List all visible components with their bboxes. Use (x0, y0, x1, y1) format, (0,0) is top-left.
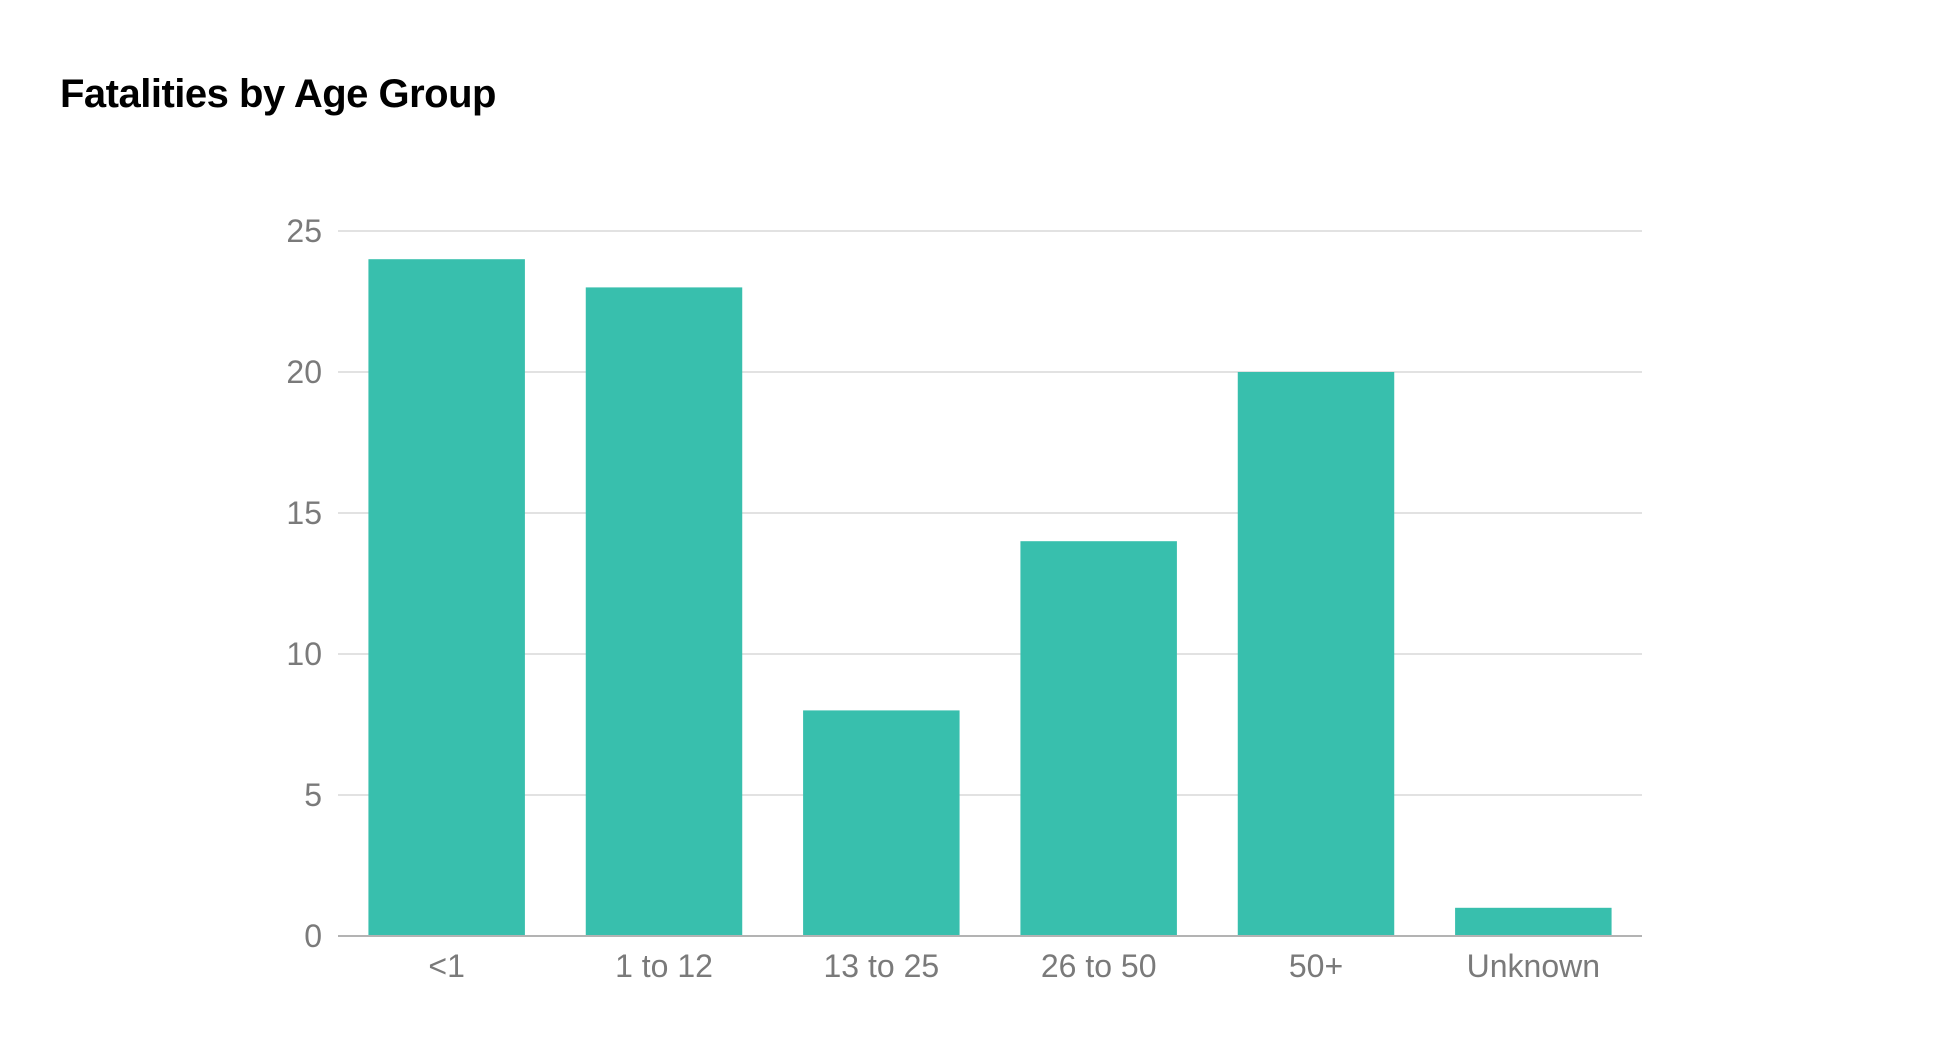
x-tick-label: 13 to 25 (824, 948, 940, 984)
chart-title: Fatalities by Age Group (60, 72, 496, 116)
y-tick-label: 10 (286, 636, 322, 672)
bar (1237, 372, 1395, 936)
x-tick-label: 1 to 12 (615, 948, 713, 984)
bars (368, 259, 1612, 936)
x-tick-label: 50+ (1289, 948, 1343, 984)
y-tick-label: 15 (286, 495, 322, 531)
bar (585, 287, 743, 936)
y-tick-label: 0 (304, 918, 322, 954)
bar (368, 259, 525, 936)
x-tick-label: Unknown (1467, 948, 1600, 984)
y-axis-tick-labels: 0 5 10 15 20 25 (286, 213, 322, 954)
x-tick-label: <1 (428, 948, 464, 984)
bar (1020, 541, 1177, 936)
gridlines (338, 230, 1642, 796)
x-axis-tick-labels: <1 1 to 12 13 to 25 26 to 50 50+ Unknown (428, 948, 1600, 984)
bar (1455, 907, 1612, 936)
y-tick-label: 20 (286, 354, 322, 390)
bar (803, 710, 960, 936)
y-tick-label: 5 (304, 777, 322, 813)
x-tick-label: 26 to 50 (1041, 948, 1157, 984)
y-tick-label: 25 (286, 213, 322, 249)
